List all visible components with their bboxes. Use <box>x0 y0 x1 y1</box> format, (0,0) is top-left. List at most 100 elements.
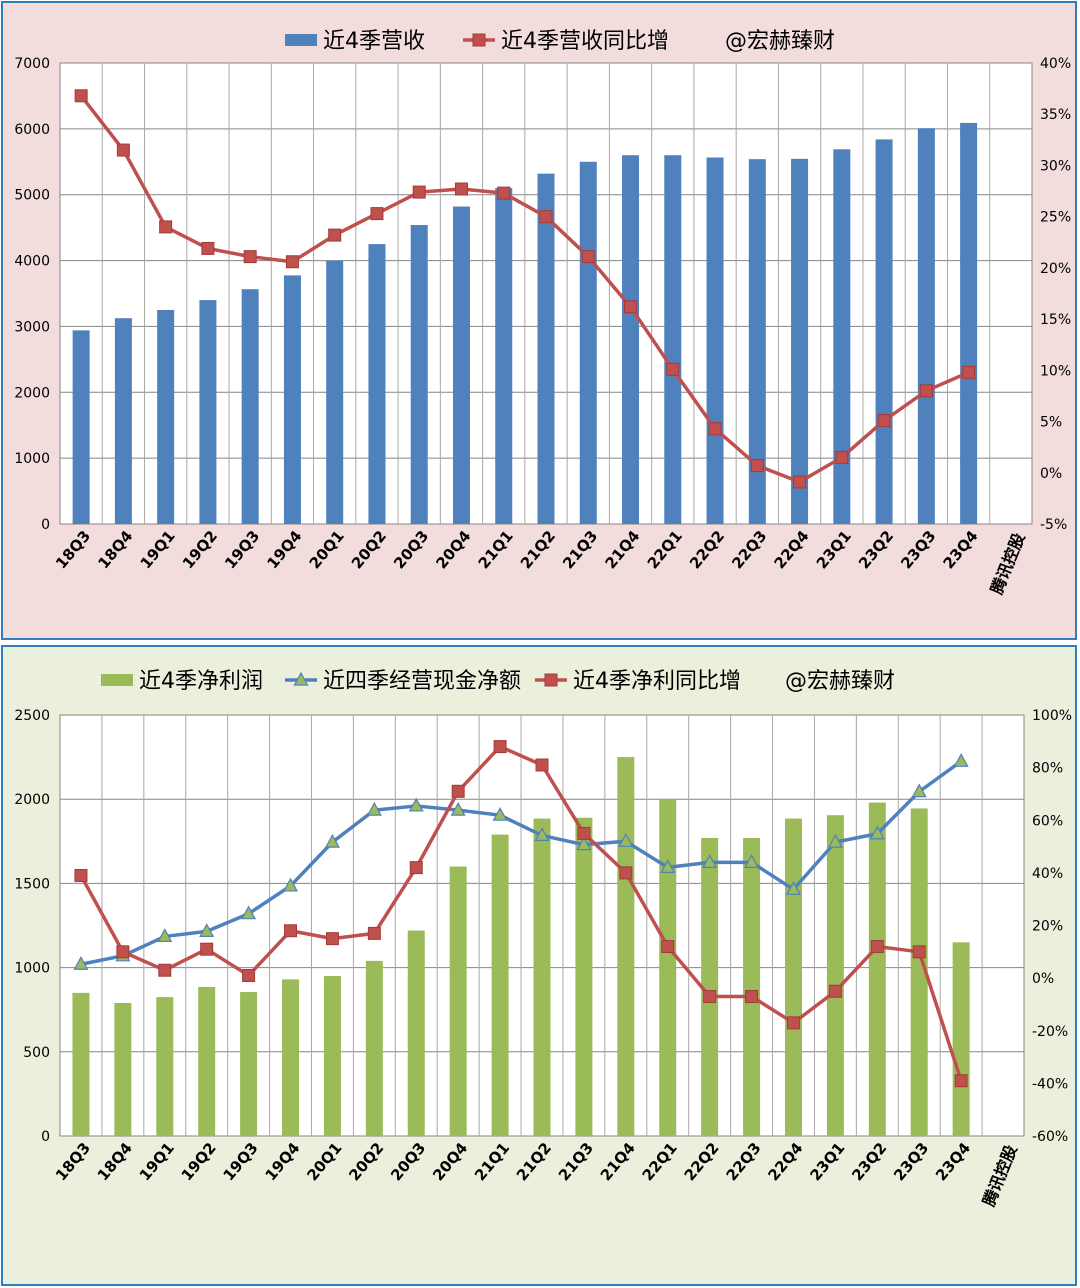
bar <box>701 837 719 1136</box>
y-left-tick-label: 7000 <box>14 56 50 72</box>
x-tick-label: 22Q3 <box>728 527 770 572</box>
data-point <box>869 825 885 840</box>
y-left-tick-label: 5000 <box>14 188 50 204</box>
x-tick-label: 23Q3 <box>890 1139 932 1184</box>
bar <box>910 808 928 1136</box>
y-right-tick-label: 5% <box>1040 415 1062 431</box>
bar <box>368 244 386 524</box>
bar <box>365 960 383 1136</box>
y-axis-right-ticks: -5% 0% 5% 10% 15% 20% 25% 30% 35% 40% <box>1040 56 1071 533</box>
y-left-tick-label: 1000 <box>14 451 50 467</box>
x-tick-label: 23Q4 <box>932 1139 974 1184</box>
bar <box>199 300 217 524</box>
data-point <box>708 422 722 436</box>
y-right-tick-label: 35% <box>1040 107 1071 123</box>
company-label: 腾讯控股 <box>979 1141 1021 1208</box>
data-point <box>877 414 891 428</box>
bar <box>706 157 724 524</box>
y-right-tick-label: 40% <box>1032 866 1063 882</box>
y-right-tick-label: 40% <box>1040 56 1071 72</box>
x-tick-label: 21Q4 <box>601 527 643 572</box>
data-point <box>581 250 595 264</box>
data-point <box>750 459 764 473</box>
legend-label: 近4季净利同比增 <box>573 669 741 694</box>
bar <box>407 930 425 1136</box>
x-tick-label: 22Q2 <box>686 527 728 572</box>
data-point <box>116 945 130 959</box>
data-point <box>284 924 298 938</box>
data-point <box>201 241 215 255</box>
data-point <box>367 926 381 940</box>
series-line <box>80 759 963 966</box>
line-series <box>73 753 969 970</box>
line-series <box>74 89 976 489</box>
x-axis-labels: 18Q3 18Q4 19Q1 19Q2 19Q3 19Q4 20Q1 20Q2 20Q3 20Q4… <box>52 527 1029 597</box>
data-point <box>577 826 591 840</box>
y-axis-left-ticks: 0 1000 2000 3000 4000 5000 6000 7000 <box>14 56 50 533</box>
x-tick-label: 21Q4 <box>597 1139 639 1184</box>
bar <box>791 158 809 524</box>
x-tick-label: 20Q1 <box>306 527 348 572</box>
y-right-tick-label: 15% <box>1040 312 1071 328</box>
x-tick-label: 23Q2 <box>848 1139 890 1184</box>
data-point <box>493 740 507 754</box>
data-point <box>116 143 130 157</box>
data-point <box>408 797 424 812</box>
x-tick-label: 19Q4 <box>261 1139 303 1184</box>
line-series <box>74 740 968 1088</box>
bar <box>495 188 513 524</box>
y-right-tick-label: 25% <box>1040 210 1071 226</box>
x-tick-label: 19Q3 <box>221 527 263 572</box>
bar <box>114 318 132 524</box>
y-axis-right-ticks: -60% -40% -20% 0% 20% 40% 60% 80% 100% <box>1032 708 1072 1145</box>
x-tick-label: 19Q3 <box>220 1139 262 1184</box>
data-point <box>744 854 760 868</box>
x-tick-label: 21Q2 <box>517 527 559 572</box>
x-tick-label: 22Q1 <box>644 527 686 572</box>
bar <box>579 161 597 525</box>
bar <box>537 173 555 524</box>
data-point <box>745 990 759 1004</box>
y-right-tick-label: -5% <box>1040 517 1067 533</box>
bar <box>282 979 300 1136</box>
data-point <box>919 384 933 398</box>
legend-marker <box>472 33 486 47</box>
y-left-tick-label: 2000 <box>14 792 50 808</box>
series-line <box>79 744 963 1082</box>
data-point <box>366 801 382 816</box>
data-point <box>370 207 384 221</box>
legend: 近4季净利润 近四季经营现金净额 近4季净利同比增 @宏赫臻财 <box>101 669 895 694</box>
data-point <box>497 186 511 200</box>
x-axis-labels: 18Q3 18Q4 19Q1 19Q2 19Q3 19Q4 20Q1 20Q2 20Q3 20Q4… <box>52 1139 1021 1209</box>
bar <box>72 330 90 524</box>
bar <box>449 866 467 1136</box>
legend: 近4季营收 近4季营收同比增 @宏赫臻财 <box>285 29 835 54</box>
x-tick-label: 19Q4 <box>263 527 305 572</box>
x-tick-label: 20Q3 <box>387 1139 429 1184</box>
y-right-tick-label: 20% <box>1032 919 1063 935</box>
x-tick-label: 21Q3 <box>555 1139 597 1184</box>
data-point <box>157 928 173 943</box>
x-tick-label: 23Q2 <box>855 527 897 572</box>
data-point <box>454 182 468 196</box>
data-point <box>827 833 843 848</box>
bar <box>323 976 341 1136</box>
data-point <box>534 827 550 842</box>
legend-label: 近4季净利润 <box>139 669 263 694</box>
y-right-tick-label: -60% <box>1032 1129 1068 1145</box>
x-tick-label: 22Q2 <box>681 1139 723 1184</box>
x-tick-label: 19Q1 <box>137 527 179 572</box>
vertical-gridlines <box>101 63 991 524</box>
bar <box>875 139 893 524</box>
bar <box>410 225 428 524</box>
bar <box>452 206 470 524</box>
y-left-tick-label: 1500 <box>14 876 50 892</box>
data-point <box>911 783 927 798</box>
bar <box>198 986 216 1136</box>
data-point <box>74 89 88 103</box>
company-label: 腾讯控股 <box>987 529 1029 596</box>
data-point <box>409 861 423 875</box>
data-point <box>786 1016 800 1030</box>
data-point <box>703 990 717 1004</box>
data-point <box>835 450 849 464</box>
